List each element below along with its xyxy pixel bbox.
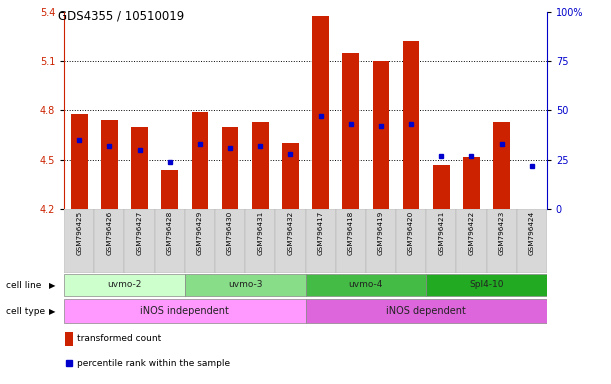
Text: GSM796422: GSM796422 [469,211,474,255]
Text: uvmo-2: uvmo-2 [108,280,142,289]
Text: GSM796425: GSM796425 [76,211,82,255]
Bar [335,12,366,209]
Bar [306,12,335,209]
Bar [312,17,329,209]
Bar [276,12,306,209]
Bar [517,209,547,273]
Text: percentile rank within the sample: percentile rank within the sample [77,359,230,368]
Bar [155,209,185,273]
Text: GSM796423: GSM796423 [499,211,505,255]
Text: GSM796431: GSM796431 [257,211,263,255]
Text: GSM796421: GSM796421 [438,211,444,255]
Bar [433,165,450,209]
Bar [396,209,426,273]
Bar [335,209,366,273]
Bar [306,209,335,273]
Bar [245,12,276,209]
Text: GSM796417: GSM796417 [318,211,324,255]
Bar [245,209,276,273]
Bar [64,299,306,323]
Text: GSM796420: GSM796420 [408,211,414,255]
Bar [252,122,269,209]
Bar [64,209,94,273]
Bar [342,53,359,209]
Bar [426,274,547,296]
Bar [125,209,155,273]
Bar [373,61,389,209]
Text: GSM796426: GSM796426 [106,211,112,255]
Bar [282,143,299,209]
Bar [517,12,547,209]
Bar [456,209,486,273]
Text: iNOS dependent: iNOS dependent [386,306,466,316]
Bar [65,332,73,346]
Text: GSM796432: GSM796432 [287,211,293,255]
Bar [94,12,125,209]
Bar [71,114,87,209]
Bar [222,127,238,209]
Bar [185,12,215,209]
Text: GSM796427: GSM796427 [137,211,142,255]
Text: GSM796418: GSM796418 [348,211,354,255]
Bar [306,299,547,323]
Text: GSM796424: GSM796424 [529,211,535,255]
Bar [366,209,396,273]
Bar [161,170,178,209]
Bar [192,112,208,209]
Bar [215,209,245,273]
Bar [366,12,396,209]
Bar [64,12,94,209]
Bar [486,12,517,209]
Bar [64,274,185,296]
Text: GSM796419: GSM796419 [378,211,384,255]
Text: GDS4355 / 10510019: GDS4355 / 10510019 [58,10,185,23]
Bar [396,12,426,209]
Text: GSM796430: GSM796430 [227,211,233,255]
Bar [486,209,517,273]
Text: ▶: ▶ [48,281,55,290]
Text: iNOS independent: iNOS independent [141,306,229,316]
Bar [125,12,155,209]
Bar [101,120,118,209]
Bar [463,157,480,209]
Text: cell type: cell type [6,306,45,316]
Text: ▶: ▶ [48,306,55,316]
Bar [215,12,245,209]
Text: cell line: cell line [6,281,42,290]
Text: transformed count: transformed count [77,334,161,344]
Bar [185,209,215,273]
Bar [306,274,426,296]
Text: uvmo-4: uvmo-4 [349,280,383,289]
Bar [426,209,456,273]
Bar [94,209,125,273]
Text: uvmo-3: uvmo-3 [228,280,262,289]
Text: Spl4-10: Spl4-10 [469,280,503,289]
Bar [155,12,185,209]
Bar [131,127,148,209]
Bar [493,122,510,209]
Bar [185,274,306,296]
Bar [276,209,306,273]
Bar [426,12,456,209]
Bar [456,12,486,209]
Text: GSM796428: GSM796428 [167,211,173,255]
Text: GSM796429: GSM796429 [197,211,203,255]
Bar [403,41,419,209]
